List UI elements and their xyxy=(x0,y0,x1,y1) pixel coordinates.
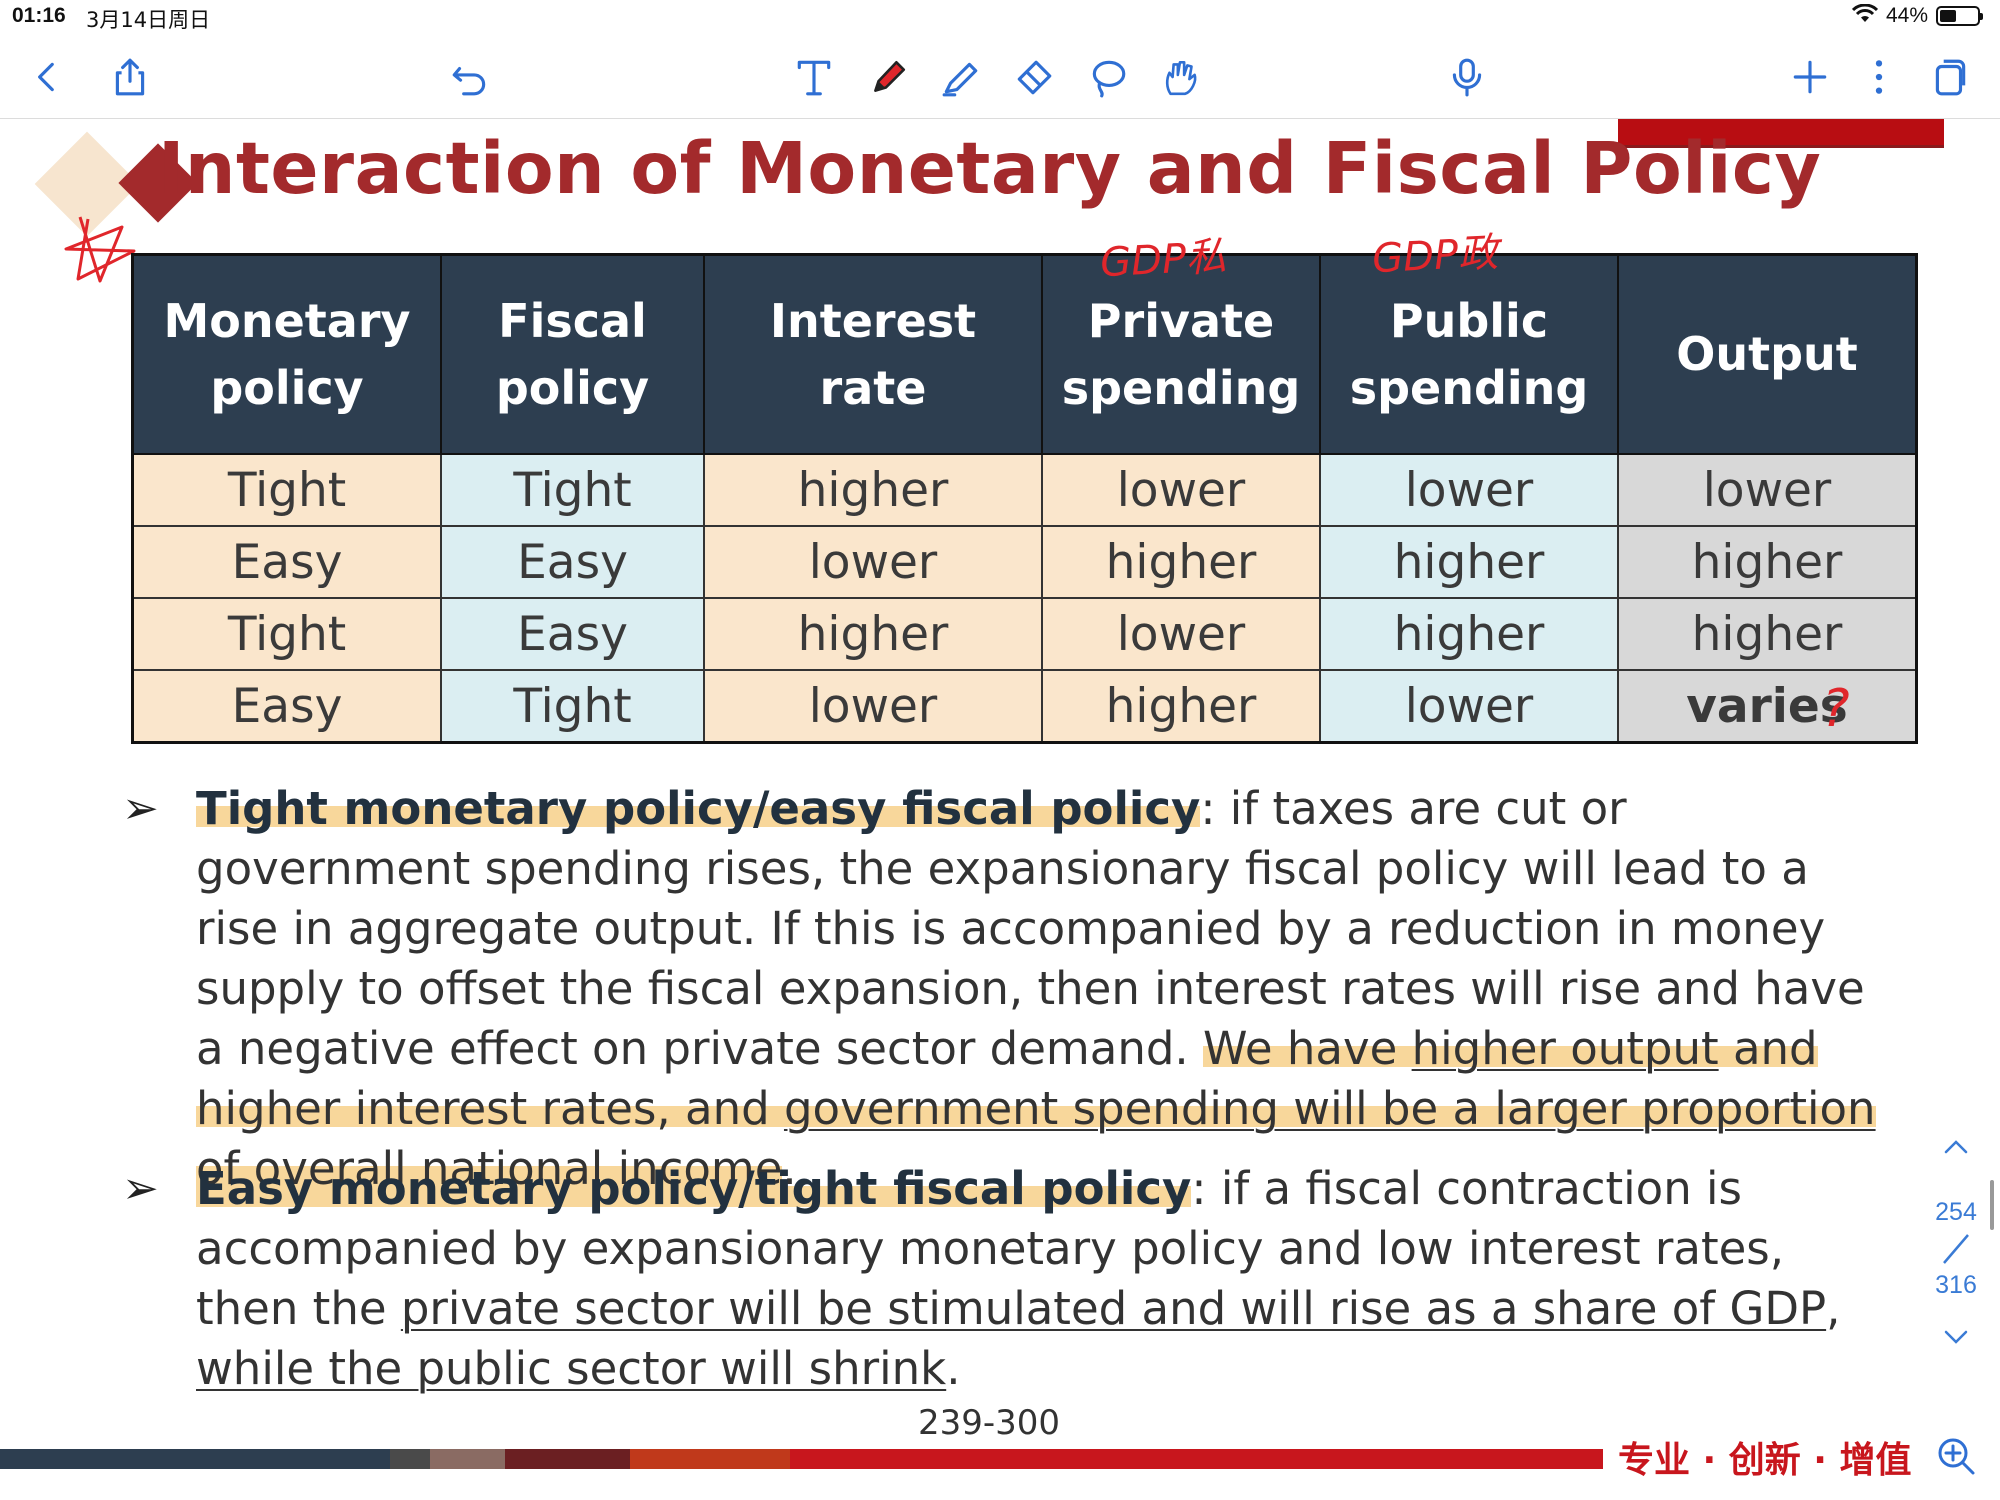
slogan-text: 专业 · 创新 · 增值 xyxy=(1618,1440,1912,1481)
page-up-chevron-icon[interactable] xyxy=(1938,1130,1974,1166)
bullet-highlight-underline: higher output xyxy=(1411,1022,1719,1075)
table-cell: higher xyxy=(1319,597,1619,671)
bullet-lead: Tight monetary policy/easy fiscal policy xyxy=(196,782,1201,835)
table-cell: Easy xyxy=(440,525,705,599)
status-date: 3月14日周日 xyxy=(86,8,211,32)
table-cell: Tight xyxy=(131,597,442,671)
page-divider-icon xyxy=(1943,1234,1969,1264)
bullet-tight-monetary-easy-fiscal: ➢ Tight monetary policy/easy fiscal poli… xyxy=(122,779,1886,1199)
battery-percent: 44% xyxy=(1885,4,1928,27)
slide-page: Interaction of Monetary and Fiscal Polic… xyxy=(0,119,2000,1500)
scrollbar-thumb[interactable] xyxy=(1990,1180,1994,1230)
table-cell-varies: varies xyxy=(1617,669,1918,744)
header-monetary-policy: Monetary policy xyxy=(131,253,442,455)
battery-icon xyxy=(1936,6,1983,26)
table-row: Easy Easy lower higher higher higher xyxy=(131,525,1918,599)
table-cell: Easy xyxy=(131,525,442,599)
table-cell: lower xyxy=(1041,453,1321,527)
logo-banner xyxy=(1618,119,1944,148)
bullet-underline: private sector will be stimulated and wi… xyxy=(400,1282,1827,1335)
lasso-tool-icon[interactable] xyxy=(1081,50,1135,104)
bullet-text: : if taxes are cut or government spendin… xyxy=(196,782,1865,1075)
bullet-text: : if a fiscal contraction is accompanied… xyxy=(196,1162,1785,1335)
add-icon[interactable] xyxy=(1783,50,1837,104)
status-bar: 01:16 3月14日周日 44% xyxy=(0,0,2000,36)
table-cell: lower xyxy=(1041,597,1321,671)
bullet-text: , xyxy=(1826,1282,1841,1335)
bullet-end: . xyxy=(946,1342,961,1395)
zoom-in-button[interactable] xyxy=(1918,1418,1994,1494)
pen-tool-icon[interactable] xyxy=(861,50,915,104)
header-interest-rate: Interest rate xyxy=(703,253,1043,455)
table-cell: Tight xyxy=(440,669,705,744)
table-cell: lower xyxy=(1319,453,1619,527)
bullet-arrow-icon: ➢ xyxy=(122,1163,159,1214)
eraser-tool-icon[interactable] xyxy=(1007,50,1061,104)
table-cell: lower xyxy=(703,669,1043,744)
hand-draw-icon[interactable] xyxy=(1154,50,1208,104)
bottom-color-band xyxy=(0,1449,1603,1469)
text-tool-icon[interactable] xyxy=(787,50,841,104)
table-cell: higher xyxy=(703,453,1043,527)
page-down-chevron-icon[interactable] xyxy=(1938,1318,1974,1354)
policy-table-wrap: Monetary policy Fiscal policy Interest rat… xyxy=(131,253,1918,744)
annotation-toolbar xyxy=(0,36,2000,119)
table-cell: higher xyxy=(703,597,1043,671)
status-time: 01:16 xyxy=(12,4,66,27)
bullet-lead: Easy monetary policy/tight fiscal policy xyxy=(196,1162,1192,1215)
table-cell: Tight xyxy=(440,453,705,527)
page-indicator[interactable]: 254 316 xyxy=(1926,1198,1986,1300)
pages-icon[interactable] xyxy=(1923,50,1977,104)
table-row: Easy Tight lower higher lower varies xyxy=(131,669,1918,744)
table-cell: lower xyxy=(703,525,1043,599)
back-icon[interactable] xyxy=(20,50,74,104)
highlighter-tool-icon[interactable] xyxy=(934,50,988,104)
current-page: 254 xyxy=(1935,1198,1977,1226)
table-cell: Easy xyxy=(131,669,442,744)
header-private-spending: Private spending xyxy=(1041,253,1321,455)
table-cell: higher xyxy=(1041,669,1321,744)
page-range-label: 239-300 xyxy=(918,1403,1061,1443)
slide-title: Interaction of Monetary and Fiscal Polic… xyxy=(158,127,1822,210)
wifi-icon xyxy=(1851,3,1879,28)
policy-table: Monetary policy Fiscal policy Interest rat… xyxy=(131,253,1918,744)
table-cell: lower xyxy=(1319,669,1619,744)
bullet-arrow-icon: ➢ xyxy=(122,783,159,834)
microphone-icon[interactable] xyxy=(1440,50,1494,104)
table-cell: higher xyxy=(1319,525,1619,599)
bullet-highlight: We have xyxy=(1203,1022,1412,1075)
more-icon[interactable] xyxy=(1852,50,1906,104)
table-row: Tight Tight higher lower lower lower xyxy=(131,453,1918,527)
zoom-in-icon xyxy=(1938,1438,1975,1475)
bullet-easy-monetary-tight-fiscal: ➢ Easy monetary policy/tight fiscal poli… xyxy=(122,1159,1886,1399)
total-pages: 316 xyxy=(1935,1271,1977,1299)
header-fiscal-policy: Fiscal policy xyxy=(440,253,705,455)
table-row: Tight Easy higher lower higher higher xyxy=(131,597,1918,671)
header-output: Output xyxy=(1617,253,1918,455)
bullet-underline: while the public sector will shrink xyxy=(196,1342,947,1395)
table-cell: Easy xyxy=(440,597,705,671)
table-cell: Tight xyxy=(131,453,442,527)
table-cell: higher xyxy=(1617,525,1918,599)
share-icon[interactable] xyxy=(103,50,157,104)
header-public-spending: Public spending xyxy=(1319,253,1619,455)
status-right: 44% xyxy=(1851,3,1983,28)
undo-icon[interactable] xyxy=(443,50,497,104)
table-header-row: Monetary policy Fiscal policy Interest rat… xyxy=(131,253,1918,455)
table-cell: lower xyxy=(1617,453,1918,527)
table-cell: higher xyxy=(1617,597,1918,671)
table-cell: higher xyxy=(1041,525,1321,599)
